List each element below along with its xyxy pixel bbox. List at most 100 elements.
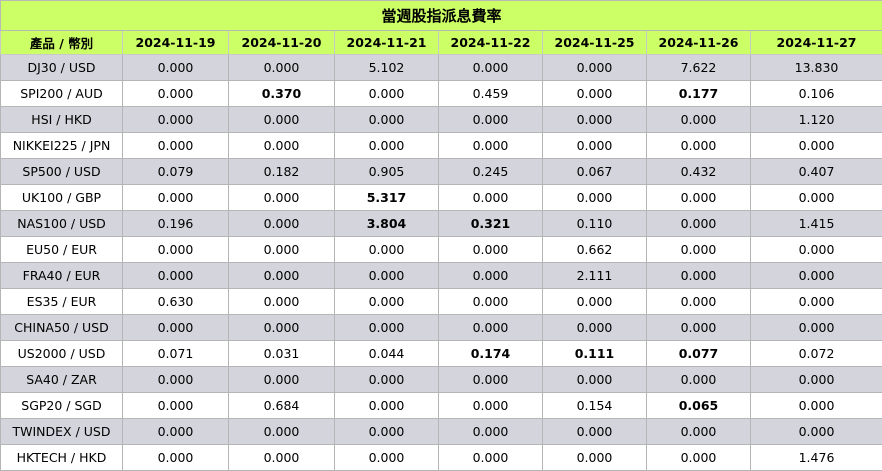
rate-cell: 0.000 bbox=[229, 445, 335, 471]
rate-cell: 0.000 bbox=[123, 81, 229, 107]
date-column-header: 2024-11-27 bbox=[751, 31, 882, 55]
rate-cell: 0.106 bbox=[751, 81, 882, 107]
rate-cell: 0.065 bbox=[647, 393, 751, 419]
rate-cell: 0.110 bbox=[543, 211, 647, 237]
rate-cell: 1.415 bbox=[751, 211, 882, 237]
product-cell: FRA40 / EUR bbox=[1, 263, 123, 289]
rate-cell: 0.000 bbox=[543, 419, 647, 445]
date-column-header: 2024-11-25 bbox=[543, 31, 647, 55]
rate-cell: 13.830 bbox=[751, 55, 882, 81]
rate-cell: 0.000 bbox=[123, 133, 229, 159]
rate-cell: 0.000 bbox=[543, 367, 647, 393]
rate-cell: 0.000 bbox=[751, 367, 882, 393]
rate-cell: 0.630 bbox=[123, 289, 229, 315]
rate-cell: 0.000 bbox=[751, 237, 882, 263]
rate-cell: 0.000 bbox=[439, 367, 543, 393]
rate-cell: 0.177 bbox=[647, 81, 751, 107]
rate-cell: 0.079 bbox=[123, 159, 229, 185]
rate-cell: 0.000 bbox=[123, 55, 229, 81]
rate-cell: 0.000 bbox=[439, 393, 543, 419]
rate-cell: 0.684 bbox=[229, 393, 335, 419]
rate-cell: 0.000 bbox=[123, 393, 229, 419]
rate-cell: 0.000 bbox=[751, 419, 882, 445]
rate-cell: 5.102 bbox=[335, 55, 439, 81]
product-cell: SGP20 / SGD bbox=[1, 393, 123, 419]
rate-cell: 0.000 bbox=[647, 445, 751, 471]
rate-cell: 0.407 bbox=[751, 159, 882, 185]
rate-cell: 0.072 bbox=[751, 341, 882, 367]
rate-cell: 0.182 bbox=[229, 159, 335, 185]
rate-cell: 0.000 bbox=[335, 81, 439, 107]
date-column-header: 2024-11-20 bbox=[229, 31, 335, 55]
rate-cell: 0.459 bbox=[439, 81, 543, 107]
product-cell: CHINA50 / USD bbox=[1, 315, 123, 341]
product-cell: NAS100 / USD bbox=[1, 211, 123, 237]
rate-cell: 0.154 bbox=[543, 393, 647, 419]
rate-cell: 0.000 bbox=[543, 445, 647, 471]
rate-cell: 0.905 bbox=[335, 159, 439, 185]
rate-cell: 1.120 bbox=[751, 107, 882, 133]
rate-cell: 0.000 bbox=[229, 185, 335, 211]
rate-cell: 0.000 bbox=[439, 315, 543, 341]
rate-cell: 0.245 bbox=[439, 159, 543, 185]
rate-cell: 0.000 bbox=[335, 419, 439, 445]
rate-cell: 0.000 bbox=[335, 133, 439, 159]
rate-cell: 0.044 bbox=[335, 341, 439, 367]
rate-cell: 0.432 bbox=[647, 159, 751, 185]
product-cell: NIKKEI225 / JPN bbox=[1, 133, 123, 159]
product-column-header: 產品 / 幣別 bbox=[1, 31, 123, 55]
rate-cell: 0.000 bbox=[229, 133, 335, 159]
rate-cell: 0.000 bbox=[647, 315, 751, 341]
rate-cell: 7.622 bbox=[647, 55, 751, 81]
rate-cell: 0.000 bbox=[335, 393, 439, 419]
date-column-header: 2024-11-22 bbox=[439, 31, 543, 55]
rate-cell: 0.000 bbox=[647, 289, 751, 315]
rate-cell: 0.000 bbox=[543, 55, 647, 81]
table-title: 當週股指派息費率 bbox=[1, 1, 882, 31]
rate-cell: 0.000 bbox=[647, 107, 751, 133]
header-row: 產品 / 幣別 2024-11-19 2024-11-20 2024-11-21… bbox=[1, 31, 882, 55]
product-cell: DJ30 / USD bbox=[1, 55, 123, 81]
rate-cell: 0.000 bbox=[335, 445, 439, 471]
rate-cell: 0.000 bbox=[751, 263, 882, 289]
date-column-header: 2024-11-21 bbox=[335, 31, 439, 55]
rate-cell: 0.000 bbox=[229, 237, 335, 263]
rate-cell: 5.317 bbox=[335, 185, 439, 211]
rate-cell: 0.662 bbox=[543, 237, 647, 263]
product-cell: SP500 / USD bbox=[1, 159, 123, 185]
product-cell: US2000 / USD bbox=[1, 341, 123, 367]
rate-cell: 0.000 bbox=[647, 211, 751, 237]
rate-cell: 0.000 bbox=[123, 107, 229, 133]
rate-cell: 0.000 bbox=[123, 185, 229, 211]
rate-cell: 0.370 bbox=[229, 81, 335, 107]
rate-cell: 0.031 bbox=[229, 341, 335, 367]
rate-cell: 0.000 bbox=[751, 289, 882, 315]
rate-cell: 0.000 bbox=[439, 419, 543, 445]
rate-cell: 0.000 bbox=[335, 367, 439, 393]
rate-cell: 0.000 bbox=[543, 133, 647, 159]
product-cell: SPI200 / AUD bbox=[1, 81, 123, 107]
rate-cell: 0.000 bbox=[229, 367, 335, 393]
rate-cell: 2.111 bbox=[543, 263, 647, 289]
rate-cell: 0.000 bbox=[543, 185, 647, 211]
rate-cell: 0.000 bbox=[229, 55, 335, 81]
rate-cell: 0.000 bbox=[439, 263, 543, 289]
rate-cell: 0.071 bbox=[123, 341, 229, 367]
rate-cell: 0.000 bbox=[439, 55, 543, 81]
rate-cell: 0.000 bbox=[229, 107, 335, 133]
rate-cell: 0.000 bbox=[543, 289, 647, 315]
rate-cell: 0.000 bbox=[439, 107, 543, 133]
rate-cell: 0.111 bbox=[543, 341, 647, 367]
